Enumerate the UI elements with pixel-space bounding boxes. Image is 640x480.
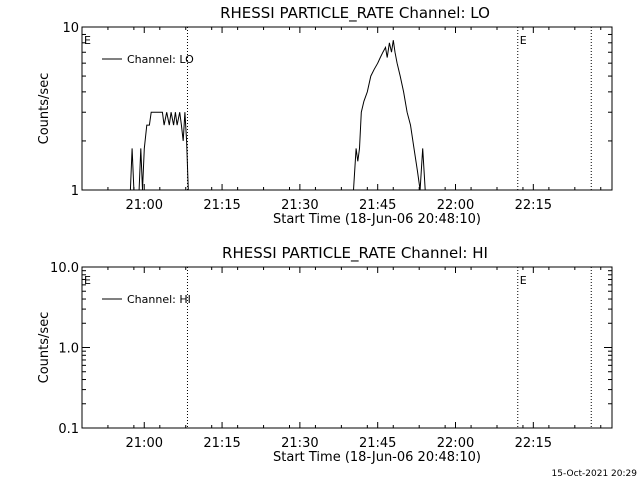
y-tick-label: 0.1 — [58, 422, 79, 437]
y-tick-label: 10 — [62, 21, 79, 36]
event-marker-label: E — [84, 34, 91, 47]
x-tick-label: 21:15 — [203, 436, 240, 451]
x-tick-label: 21:45 — [359, 436, 396, 451]
y-tick-label: 10.0 — [50, 261, 79, 276]
legend-label: Channel: HI — [127, 293, 191, 306]
footer-timestamp: 15-Oct-2021 20:29 — [552, 469, 638, 479]
y-tick-label: 1 — [71, 184, 79, 199]
x-axis-label: Start Time (18-Jun-06 20:48:10) — [273, 212, 481, 227]
x-tick-label: 21:00 — [126, 198, 163, 213]
event-marker-label: E — [520, 274, 527, 287]
plot-frame — [81, 266, 613, 429]
plot-hi-channel: RHESSI PARTICLE_RATE Channel: HI 21:00 21:… — [37, 244, 613, 465]
x-axis-label: Start Time (18-Jun-06 20:48:10) — [273, 450, 481, 465]
chart-title: RHESSI PARTICLE_RATE Channel: LO — [220, 4, 490, 23]
plot-frame — [81, 26, 613, 191]
event-marker-label: E — [84, 274, 91, 287]
plot-lo-channel: RHESSI PARTICLE_RATE Channel: LO 21:00 21:… — [37, 4, 613, 227]
series-line — [128, 40, 428, 191]
chart-title: RHESSI PARTICLE_RATE Channel: HI — [222, 244, 488, 263]
x-tick-label: 22:00 — [437, 198, 474, 213]
x-tick-label: 22:15 — [515, 436, 552, 451]
x-tick-label: 21:30 — [281, 198, 318, 213]
x-tick-label: 21:00 — [126, 436, 163, 451]
event-marker-label: E — [520, 34, 527, 47]
x-tick-label: 22:00 — [437, 436, 474, 451]
x-tick-label: 21:30 — [281, 436, 318, 451]
x-tick-label: 22:15 — [515, 198, 552, 213]
y-tick-label: 1.0 — [58, 342, 79, 357]
x-tick-label: 21:45 — [359, 198, 396, 213]
legend-label: Channel: LO — [127, 53, 194, 66]
x-tick-label: 21:15 — [203, 198, 240, 213]
y-axis-label: Counts/sec — [37, 312, 52, 384]
y-axis-label: Counts/sec — [37, 73, 52, 145]
